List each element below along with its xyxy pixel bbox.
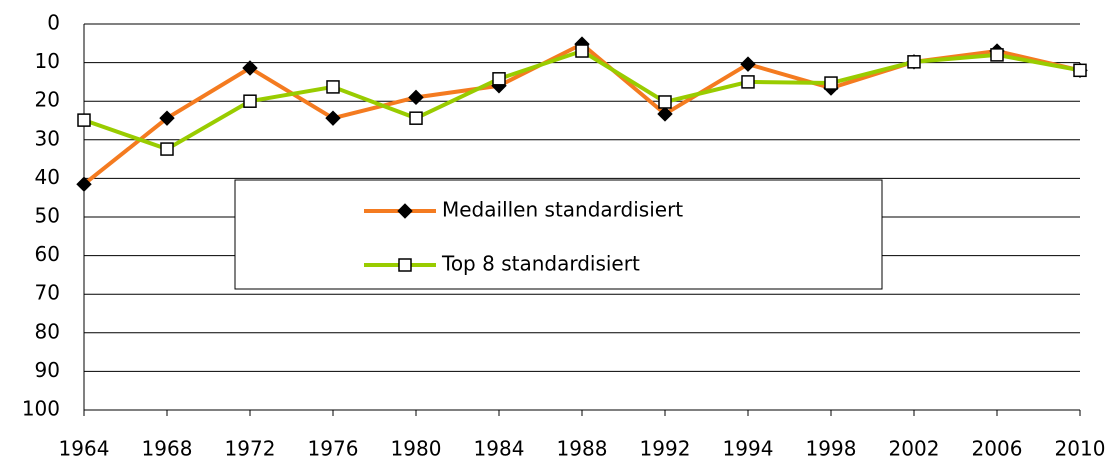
- point: [243, 94, 257, 108]
- y-tick-label: 40: [35, 165, 60, 189]
- series-line: [83, 48, 1081, 152]
- x-tick-label: 1980: [391, 437, 442, 461]
- point: [990, 48, 1004, 62]
- y-tick-label: 20: [35, 88, 60, 112]
- legend-label: Medaillen standardisiert: [442, 198, 683, 222]
- y-tick-label: 30: [35, 126, 60, 150]
- y-tick-label: 100: [22, 397, 60, 421]
- legend-box: [234, 179, 883, 290]
- point: [575, 44, 589, 58]
- legend-marker: [397, 203, 413, 219]
- x-tick-label: 1984: [474, 437, 525, 461]
- point: [408, 89, 424, 106]
- point: [159, 110, 175, 126]
- point: [325, 110, 341, 126]
- point: [740, 56, 756, 72]
- x-tick-label: 2010: [1055, 437, 1106, 461]
- point: [77, 113, 91, 127]
- legend-label: Top 8 standardisiert: [441, 252, 640, 276]
- y-tick-label: 60: [35, 242, 60, 266]
- legend-marker: [398, 258, 412, 272]
- y-tick-label: 0: [47, 11, 60, 35]
- y-tick-label: 70: [35, 281, 60, 305]
- x-tick-label: 2006: [972, 437, 1023, 461]
- x-tick-label: 1964: [59, 437, 110, 461]
- y-tick-label: 10: [35, 49, 60, 73]
- y-tick-label: 90: [35, 358, 60, 382]
- point: [824, 76, 838, 90]
- point: [1073, 63, 1087, 78]
- x-tick-label: 1972: [225, 437, 276, 461]
- y-tick-label: 50: [35, 204, 60, 228]
- x-tick-label: 1988: [557, 437, 608, 461]
- point: [492, 72, 506, 86]
- point: [326, 80, 340, 94]
- x-tick-label: 1994: [723, 437, 774, 461]
- x-tick-label: 1998: [806, 437, 857, 461]
- series-line: [82, 41, 1081, 186]
- point: [76, 176, 92, 192]
- point: [658, 95, 672, 109]
- point: [242, 60, 258, 76]
- x-tick-label: 1968: [142, 437, 193, 461]
- point: [907, 55, 921, 69]
- point: [657, 106, 673, 122]
- point: [741, 75, 755, 89]
- point: [409, 111, 423, 125]
- x-tick-label: 1976: [308, 437, 359, 461]
- y-tick-label: 80: [35, 319, 60, 343]
- x-tick-label: 1992: [640, 437, 691, 461]
- x-tick-label: 2002: [889, 437, 940, 461]
- point: [160, 142, 174, 156]
